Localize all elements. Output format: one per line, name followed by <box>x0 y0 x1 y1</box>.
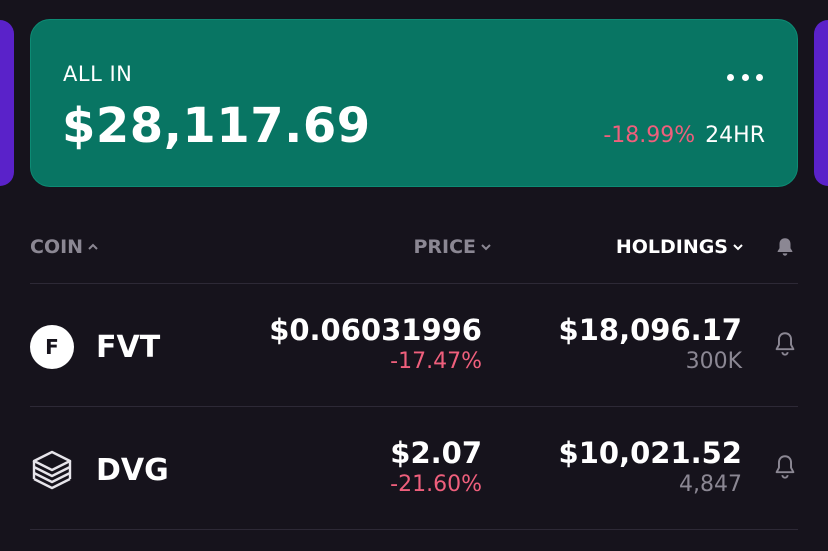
chevron-up-icon <box>88 243 98 250</box>
divider <box>30 283 798 284</box>
coin-price: $2.07 -21.60% <box>390 436 482 500</box>
coin-holding-value: $10,021.52 <box>558 436 742 470</box>
portfolio-change: -18.99% 24HR <box>603 123 765 148</box>
portfolio-name: ALL IN <box>63 62 133 86</box>
holdings-header-label: HOLDINGS <box>615 236 728 258</box>
coin-header-label: COIN <box>30 236 84 258</box>
portfolio-change-percent: -18.99% <box>603 123 696 148</box>
next-portfolio-card[interactable] <box>814 20 828 186</box>
coin-holding: $10,021.52 4,847 <box>559 436 742 500</box>
bell-outline-icon[interactable] <box>772 453 798 481</box>
portfolio-summary-card[interactable]: ALL IN $28,117.69 -18.99% 24HR <box>30 19 798 187</box>
chevron-down-icon <box>733 244 743 251</box>
dvg-logo-icon <box>32 450 72 490</box>
coin-price-change: -17.47% <box>390 349 482 374</box>
fvt-logo-icon: F <box>30 325 74 369</box>
coin-symbol: FVT <box>96 330 161 365</box>
bell-outline-icon[interactable] <box>772 330 798 358</box>
price-alerts-bell-icon[interactable] <box>774 236 796 258</box>
coin-price-value: $0.06031996 <box>269 313 482 347</box>
sort-by-price-button[interactable]: PRICE <box>413 236 492 258</box>
more-options-icon[interactable] <box>727 72 763 82</box>
previous-portfolio-card[interactable] <box>0 20 14 186</box>
price-header-label: PRICE <box>413 236 476 258</box>
coin-row-fvt[interactable]: F FVT $0.06031996 -17.47% $18,096.17 300… <box>30 284 798 406</box>
sort-by-coin-button[interactable]: COIN <box>30 236 99 258</box>
portfolio-change-period: 24HR <box>705 123 765 148</box>
sort-by-holdings-button[interactable]: HOLDINGS <box>616 236 744 258</box>
coin-price: $0.06031996 -17.47% <box>269 313 482 377</box>
portfolio-total-value: $28,117.69 <box>62 98 371 154</box>
divider <box>30 529 798 530</box>
coin-holding-quantity: 4,847 <box>679 472 742 497</box>
chevron-down-icon <box>481 244 491 251</box>
coin-holding: $18,096.17 300K <box>559 313 742 377</box>
coin-table-header: COIN PRICE HOLDINGS <box>30 236 798 264</box>
coin-price-value: $2.07 <box>390 436 482 470</box>
coin-row-dvg[interactable]: DVG $2.07 -21.60% $10,021.52 4,847 <box>30 407 798 529</box>
coin-holding-value: $18,096.17 <box>558 313 742 347</box>
coin-price-change: -21.60% <box>390 472 482 497</box>
divider <box>30 406 798 407</box>
coin-symbol: DVG <box>96 453 169 488</box>
coin-holding-quantity: 300K <box>685 349 742 374</box>
